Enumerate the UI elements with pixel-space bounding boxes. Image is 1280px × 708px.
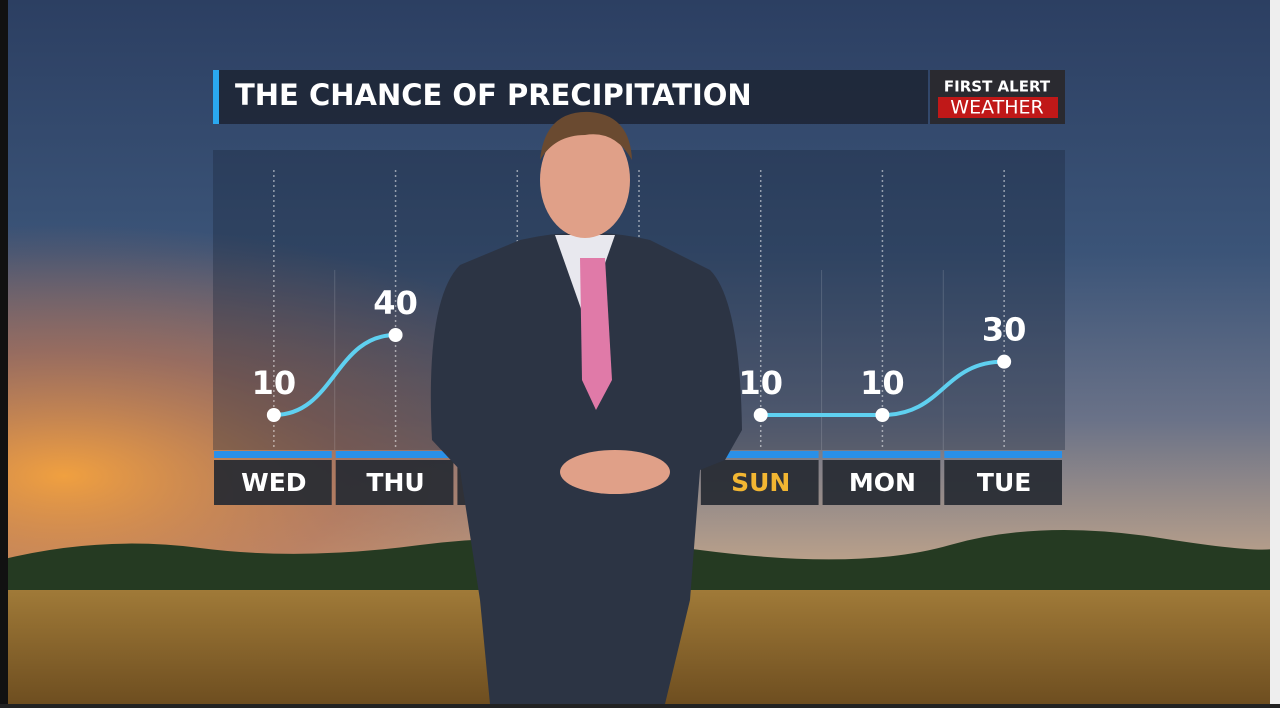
x-tick-label: TUE	[977, 468, 1031, 497]
x-tick-label: MON	[849, 468, 916, 497]
value-label: 40	[373, 284, 418, 322]
x-tick-label: SUN	[731, 468, 790, 497]
title-accent	[213, 70, 219, 124]
logo-band	[938, 97, 1058, 118]
day-bar	[944, 451, 1062, 458]
value-label: 30	[982, 311, 1027, 349]
point	[266, 408, 281, 422]
day-bar	[214, 451, 332, 458]
value-label: 10	[252, 364, 297, 402]
point	[388, 328, 403, 342]
point	[997, 354, 1012, 369]
x-tick-label: WED	[241, 468, 306, 497]
day-bar	[700, 451, 819, 458]
precip-line	[273, 333, 396, 417]
day-box	[822, 460, 941, 505]
x-tick-label: THU	[366, 468, 424, 497]
right-border	[1270, 0, 1280, 704]
day-bar	[822, 451, 941, 458]
point	[753, 408, 768, 422]
logo-line: WEATHER	[950, 97, 1043, 119]
day-box	[700, 460, 819, 505]
value-label: 10	[860, 364, 905, 402]
presenter	[430, 111, 742, 704]
day-box	[335, 460, 454, 505]
logo-line: FIRST ALERT	[944, 78, 1051, 96]
value-label: 10	[738, 364, 783, 402]
chart-title: THE CHANCE OF PRECIPITATION	[235, 78, 752, 112]
left-border	[0, 0, 8, 704]
day-box	[944, 460, 1062, 505]
day-bar	[335, 451, 454, 458]
day-box	[214, 460, 332, 505]
point	[875, 408, 890, 422]
